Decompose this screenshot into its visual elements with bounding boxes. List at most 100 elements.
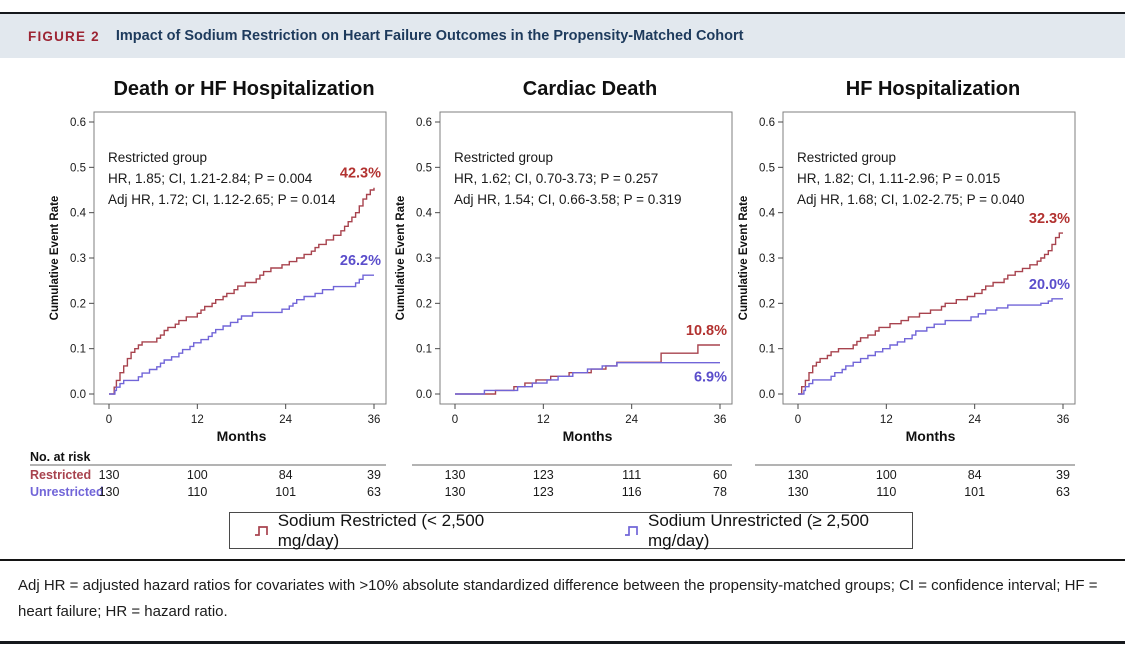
risk-table-header: No. at risk — [30, 450, 91, 464]
risk-count: 78 — [713, 485, 727, 499]
x-tick-label: 12 — [880, 414, 893, 426]
risk-count: 130 — [444, 485, 466, 499]
kaplan-meier-chart-hf-hospitalization: 0.0 0.1 0.2 0.3 0.4 0.5 0.6 0 12 24 36 Cumulative E… — [738, 111, 1076, 444]
sodium-unrestricted-curve — [798, 298, 1063, 395]
y-tick-label: 0.2 — [416, 298, 432, 310]
x-tick-label: 0 — [452, 414, 458, 426]
y-tick-label: 0.1 — [759, 344, 775, 356]
y-tick-label: 0.2 — [759, 298, 775, 310]
risk-count: 130 — [98, 485, 120, 499]
stats-annotation-line: Restricted group — [454, 150, 553, 165]
end-rate-label: 20.0% — [1029, 277, 1070, 293]
y-tick-label: 0.5 — [759, 162, 775, 174]
y-tick-label: 0.0 — [759, 389, 775, 401]
y-tick-label: 0.3 — [416, 253, 432, 265]
risk-row-label-restricted: Restricted — [30, 468, 92, 482]
chart-panel-death-or-hf-hospitalization: Death or HF Hospitalization 0.0 0.1 0.2 0.3… — [46, 70, 398, 446]
kaplan-meier-chart-death-or-hf-hospitalization: 0.0 0.1 0.2 0.3 0.4 0.5 0.6 0 12 24 36 Cumulative E… — [49, 111, 387, 444]
y-axis-title: Cumulative Event Rate — [49, 196, 61, 321]
risk-count: 100 — [875, 468, 897, 482]
legend-item-unrestricted: Sodium Unrestricted (≥ 2,500 mg/day) — [624, 511, 912, 551]
y-tick-label: 0.0 — [416, 389, 432, 401]
figure-title: Impact of Sodium Restriction on Heart Fa… — [115, 28, 744, 44]
risk-count: 123 — [532, 485, 554, 499]
y-tick-label: 0.2 — [70, 298, 86, 310]
figure-number-label: FIGURE 2 — [28, 28, 100, 44]
sodium-unrestricted-curve — [109, 274, 374, 395]
risk-count: 110 — [876, 485, 897, 499]
x-axis-title: Months — [563, 428, 613, 444]
y-tick-label: 0.1 — [416, 344, 432, 356]
top-divider-rule — [0, 12, 1125, 14]
y-tick-label: 0.4 — [70, 208, 87, 220]
risk-table-overline — [30, 464, 386, 466]
risk-count: 110 — [187, 485, 208, 499]
stats-annotation-line: HR, 1.85; CI, 1.21-2.84; P = 0.004 — [108, 171, 313, 186]
y-tick-label: 0.1 — [70, 344, 86, 356]
y-tick-label: 0.5 — [416, 162, 432, 174]
end-rate-label: 42.3% — [340, 166, 381, 182]
risk-row-label-unrestricted: Unrestricted — [30, 485, 104, 499]
risk-table-overline — [412, 464, 732, 466]
risk-count: 123 — [532, 468, 554, 482]
legend-item-restricted: Sodium Restricted (< 2,500 mg/day) — [254, 511, 528, 551]
stats-annotation-line: Adj HR, 1.68; CI, 1.02-2.75; P = 0.040 — [797, 192, 1025, 207]
risk-count: 39 — [1056, 468, 1070, 482]
risk-count: 111 — [622, 468, 642, 482]
footnote-text: Adj HR = adjusted hazard ratios for cova… — [18, 577, 1098, 620]
legend-label: Sodium Unrestricted (≥ 2,500 mg/day) — [648, 510, 869, 550]
y-tick-label: 0.0 — [70, 389, 86, 401]
legend: Sodium Restricted (< 2,500 mg/day) Sodiu… — [229, 511, 913, 551]
risk-count: 84 — [278, 468, 293, 482]
risk-count: 116 — [621, 485, 642, 499]
risk-count: 63 — [1056, 485, 1070, 499]
y-tick-label: 0.6 — [759, 117, 775, 129]
x-tick-label: 0 — [795, 414, 801, 426]
chart-title: HF Hospitalization — [845, 78, 1021, 100]
y-axis-title: Cumulative Event Rate — [738, 196, 750, 321]
chart-title: Death or HF Hospitalization — [113, 78, 375, 100]
end-rate-label: 10.8% — [686, 323, 727, 339]
x-tick-label: 36 — [1057, 414, 1070, 426]
chart-panel-cardiac-death: Cardiac Death 0.0 0.1 0.2 0.3 0.4 0.5 0.6 0 12 24… — [392, 70, 744, 446]
sodium-restricted-curve — [798, 232, 1063, 395]
stats-annotation-line: HR, 1.82; CI, 1.11-2.96; P = 0.015 — [797, 171, 1000, 186]
risk-count: 130 — [444, 468, 466, 482]
stats-annotation-line: Adj HR, 1.54; CI, 0.66-3.58; P = 0.319 — [454, 192, 682, 207]
end-rate-label: 6.9% — [694, 370, 727, 386]
stats-annotation-line: Restricted group — [797, 150, 896, 165]
y-tick-label: 0.6 — [416, 117, 432, 129]
y-tick-label: 0.3 — [759, 253, 775, 265]
x-tick-label: 24 — [279, 414, 292, 426]
step-line-icon — [625, 525, 639, 536]
risk-count: 84 — [967, 468, 982, 482]
risk-count: 101 — [964, 485, 986, 499]
sodium-restricted-curve — [109, 187, 375, 395]
sodium-unrestricted-curve — [455, 362, 720, 395]
y-axis-title: Cumulative Event Rate — [395, 196, 407, 321]
x-tick-label: 36 — [714, 414, 727, 426]
risk-count: 101 — [275, 485, 297, 499]
x-tick-label: 24 — [625, 414, 638, 426]
risk-table-overline — [755, 464, 1075, 466]
risk-count: 130 — [98, 468, 120, 482]
risk-count: 130 — [787, 468, 809, 482]
end-rate-label: 32.3% — [1029, 211, 1070, 227]
chart-panel-hf-hospitalization: HF Hospitalization 0.0 0.1 0.2 0.3 0.4 0.5 0.6… — [735, 70, 1087, 446]
y-tick-label: 0.4 — [759, 208, 776, 220]
risk-count: 100 — [186, 468, 208, 482]
x-tick-label: 0 — [106, 414, 112, 426]
stats-annotation-line: Restricted group — [108, 150, 207, 165]
legend-label: Sodium Restricted (< 2,500 mg/day) — [277, 510, 485, 550]
y-tick-label: 0.6 — [70, 117, 86, 129]
y-tick-label: 0.3 — [70, 253, 86, 265]
risk-count: 130 — [787, 485, 809, 499]
step-line-icon — [255, 525, 268, 536]
stats-annotation-line: Adj HR, 1.72; CI, 1.12-2.65; P = 0.014 — [108, 192, 336, 207]
risk-count: 39 — [367, 468, 381, 482]
figure-header-band: FIGURE 2 Impact of Sodium Restriction on… — [0, 14, 1125, 58]
y-tick-label: 0.5 — [70, 162, 86, 174]
y-tick-label: 0.4 — [416, 208, 433, 220]
risk-count: 60 — [713, 468, 727, 482]
